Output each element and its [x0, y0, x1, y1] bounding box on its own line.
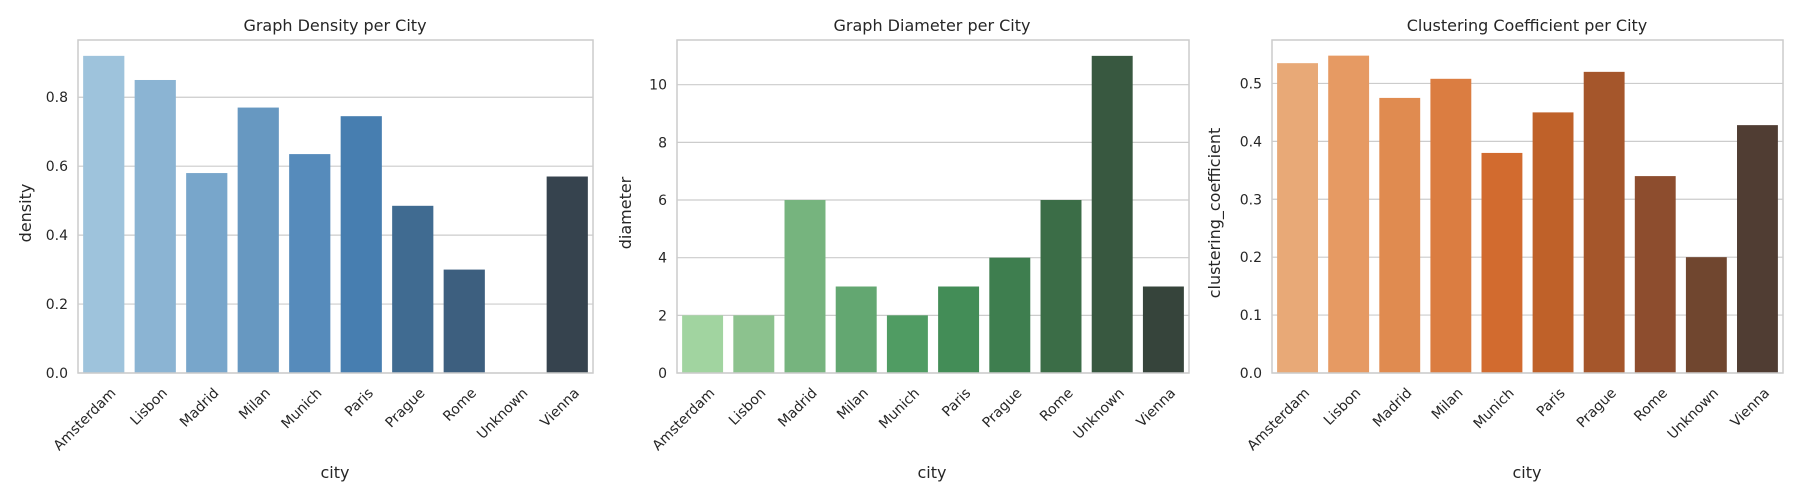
- bar-vienna: [1142, 286, 1184, 373]
- x-tick-label: Vienna: [1134, 385, 1179, 430]
- y-axis-label: clustering_coefficient: [1205, 128, 1225, 299]
- x-tick-label: Amsterdam: [1244, 385, 1313, 454]
- x-tick-label: Prague: [1574, 385, 1620, 431]
- plot-area: 0.0 0.1 0.2 0.3 0.4 0.5 Amsterdam Lisbon Madrid M…: [1240, 39, 1784, 454]
- bar-paris: [340, 116, 382, 373]
- y-tick-label: 0.0: [46, 366, 68, 382]
- axes-frame: [1271, 39, 1784, 374]
- chart-diameter: Graph Diameter per City city diameter 0 2…: [616, 16, 1190, 482]
- chart-title: Clustering Coefficient per City: [1407, 16, 1648, 35]
- x-tick-label: Unknown: [474, 385, 531, 442]
- axes-frame: [77, 39, 594, 374]
- bar-vienna: [1737, 125, 1778, 373]
- bar-rome: [443, 269, 485, 373]
- y-axis-label: density: [16, 184, 35, 243]
- y-tick-label: 8: [658, 135, 667, 151]
- x-tick-label: Madrid: [775, 385, 820, 430]
- x-tick-label: Unknown: [1665, 385, 1722, 442]
- x-tick-label: Lisbon: [1321, 385, 1364, 428]
- x-tick-label: Rome: [440, 385, 480, 425]
- bar-madrid: [186, 173, 228, 373]
- x-tick-label: Milan: [834, 385, 872, 423]
- bar-lisbon: [134, 79, 176, 373]
- x-tick-label: Lisbon: [128, 385, 171, 428]
- y-tick-label: 10: [649, 78, 667, 94]
- chart-density: Graph Density per City city density 0.00…: [16, 16, 594, 482]
- x-tick-label: Prague: [980, 385, 1026, 431]
- y-tick-label: 0: [658, 366, 667, 382]
- bar-rome: [1634, 176, 1676, 373]
- bar-amsterdam: [1277, 63, 1318, 373]
- bar-prague: [989, 257, 1031, 373]
- bar-madrid: [1379, 97, 1421, 374]
- y-tick-label: 0.4: [1240, 134, 1262, 150]
- plot-area: 0.0 0.2 0.4 0.6 0.8 Amsterdam Lisbon Madrid Mila…: [46, 39, 594, 454]
- x-tick-label: Munich: [876, 385, 923, 432]
- x-axis-label: city: [321, 463, 350, 482]
- x-tick-label: Paris: [1534, 385, 1569, 420]
- x-tick-label: Prague: [382, 385, 428, 431]
- chart-title: Graph Density per City: [243, 16, 426, 35]
- y-axis-label: diameter: [616, 176, 635, 249]
- bar-madrid: [784, 200, 826, 373]
- y-tick-label: 0.5: [1240, 76, 1262, 92]
- bar-prague: [1583, 71, 1625, 373]
- x-tick-label: Vienna: [538, 385, 583, 430]
- x-tick-label: Paris: [342, 385, 377, 420]
- bar-prague: [392, 205, 434, 373]
- x-tick-label: Lisbon: [726, 385, 769, 428]
- x-tick-label: Amsterdam: [51, 385, 120, 454]
- y-tick-label: 2: [658, 308, 667, 324]
- x-tick-label: Madrid: [177, 385, 222, 430]
- plot-area: 0 2 4 6 8 10 Amsterdam Lisbon Madrid Milan Munich P…: [649, 39, 1190, 454]
- x-tick-label: Rome: [1037, 385, 1077, 425]
- x-tick-label: Unknown: [1071, 385, 1128, 442]
- bar-amsterdam: [83, 55, 125, 373]
- bar-milan: [237, 107, 279, 373]
- y-tick-label: 0.2: [1240, 250, 1262, 266]
- bar-paris: [1532, 112, 1574, 374]
- chart-clustering: Clustering Coefficient per City city clu…: [1205, 16, 1784, 482]
- bar-milan: [835, 286, 877, 373]
- x-tick-label: Munich: [278, 385, 325, 432]
- axes-frame: [676, 39, 1190, 374]
- x-tick-label: Rome: [1631, 385, 1671, 425]
- bar-unknown: [1091, 55, 1133, 373]
- y-tick-label: 0.3: [1240, 192, 1262, 208]
- bar-lisbon: [1328, 55, 1370, 373]
- bar-milan: [1430, 78, 1472, 373]
- y-tick-label: 0.2: [46, 297, 68, 313]
- bar-unknown: [1685, 257, 1727, 373]
- x-tick-label: Milan: [236, 385, 274, 423]
- x-tick-label: Paris: [939, 385, 974, 420]
- bar-vienna: [546, 176, 588, 373]
- bar-paris: [938, 286, 980, 373]
- x-tick-label: Munich: [1471, 385, 1518, 432]
- bar-lisbon: [733, 315, 775, 373]
- y-tick-label: 0.0: [1240, 366, 1262, 382]
- x-axis-label: city: [1513, 463, 1542, 482]
- bar-munich: [1481, 152, 1523, 373]
- y-tick-label: 6: [658, 193, 667, 209]
- y-tick-label: 4: [658, 251, 667, 267]
- y-tick-label: 0.6: [46, 159, 68, 175]
- y-tick-label: 0.1: [1240, 308, 1262, 324]
- y-tick-label: 0.4: [46, 228, 68, 244]
- bar-munich: [886, 315, 928, 373]
- bar-rome: [1040, 200, 1082, 373]
- x-tick-label: Madrid: [1370, 385, 1415, 430]
- chart-title: Graph Diameter per City: [834, 16, 1031, 35]
- x-axis-label: city: [918, 463, 947, 482]
- x-tick-label: Milan: [1429, 385, 1467, 423]
- x-tick-label: Amsterdam: [649, 385, 718, 454]
- x-tick-label: Vienna: [1728, 385, 1773, 430]
- bar-amsterdam: [682, 315, 724, 373]
- y-tick-label: 0.8: [46, 90, 68, 106]
- bar-munich: [289, 154, 331, 373]
